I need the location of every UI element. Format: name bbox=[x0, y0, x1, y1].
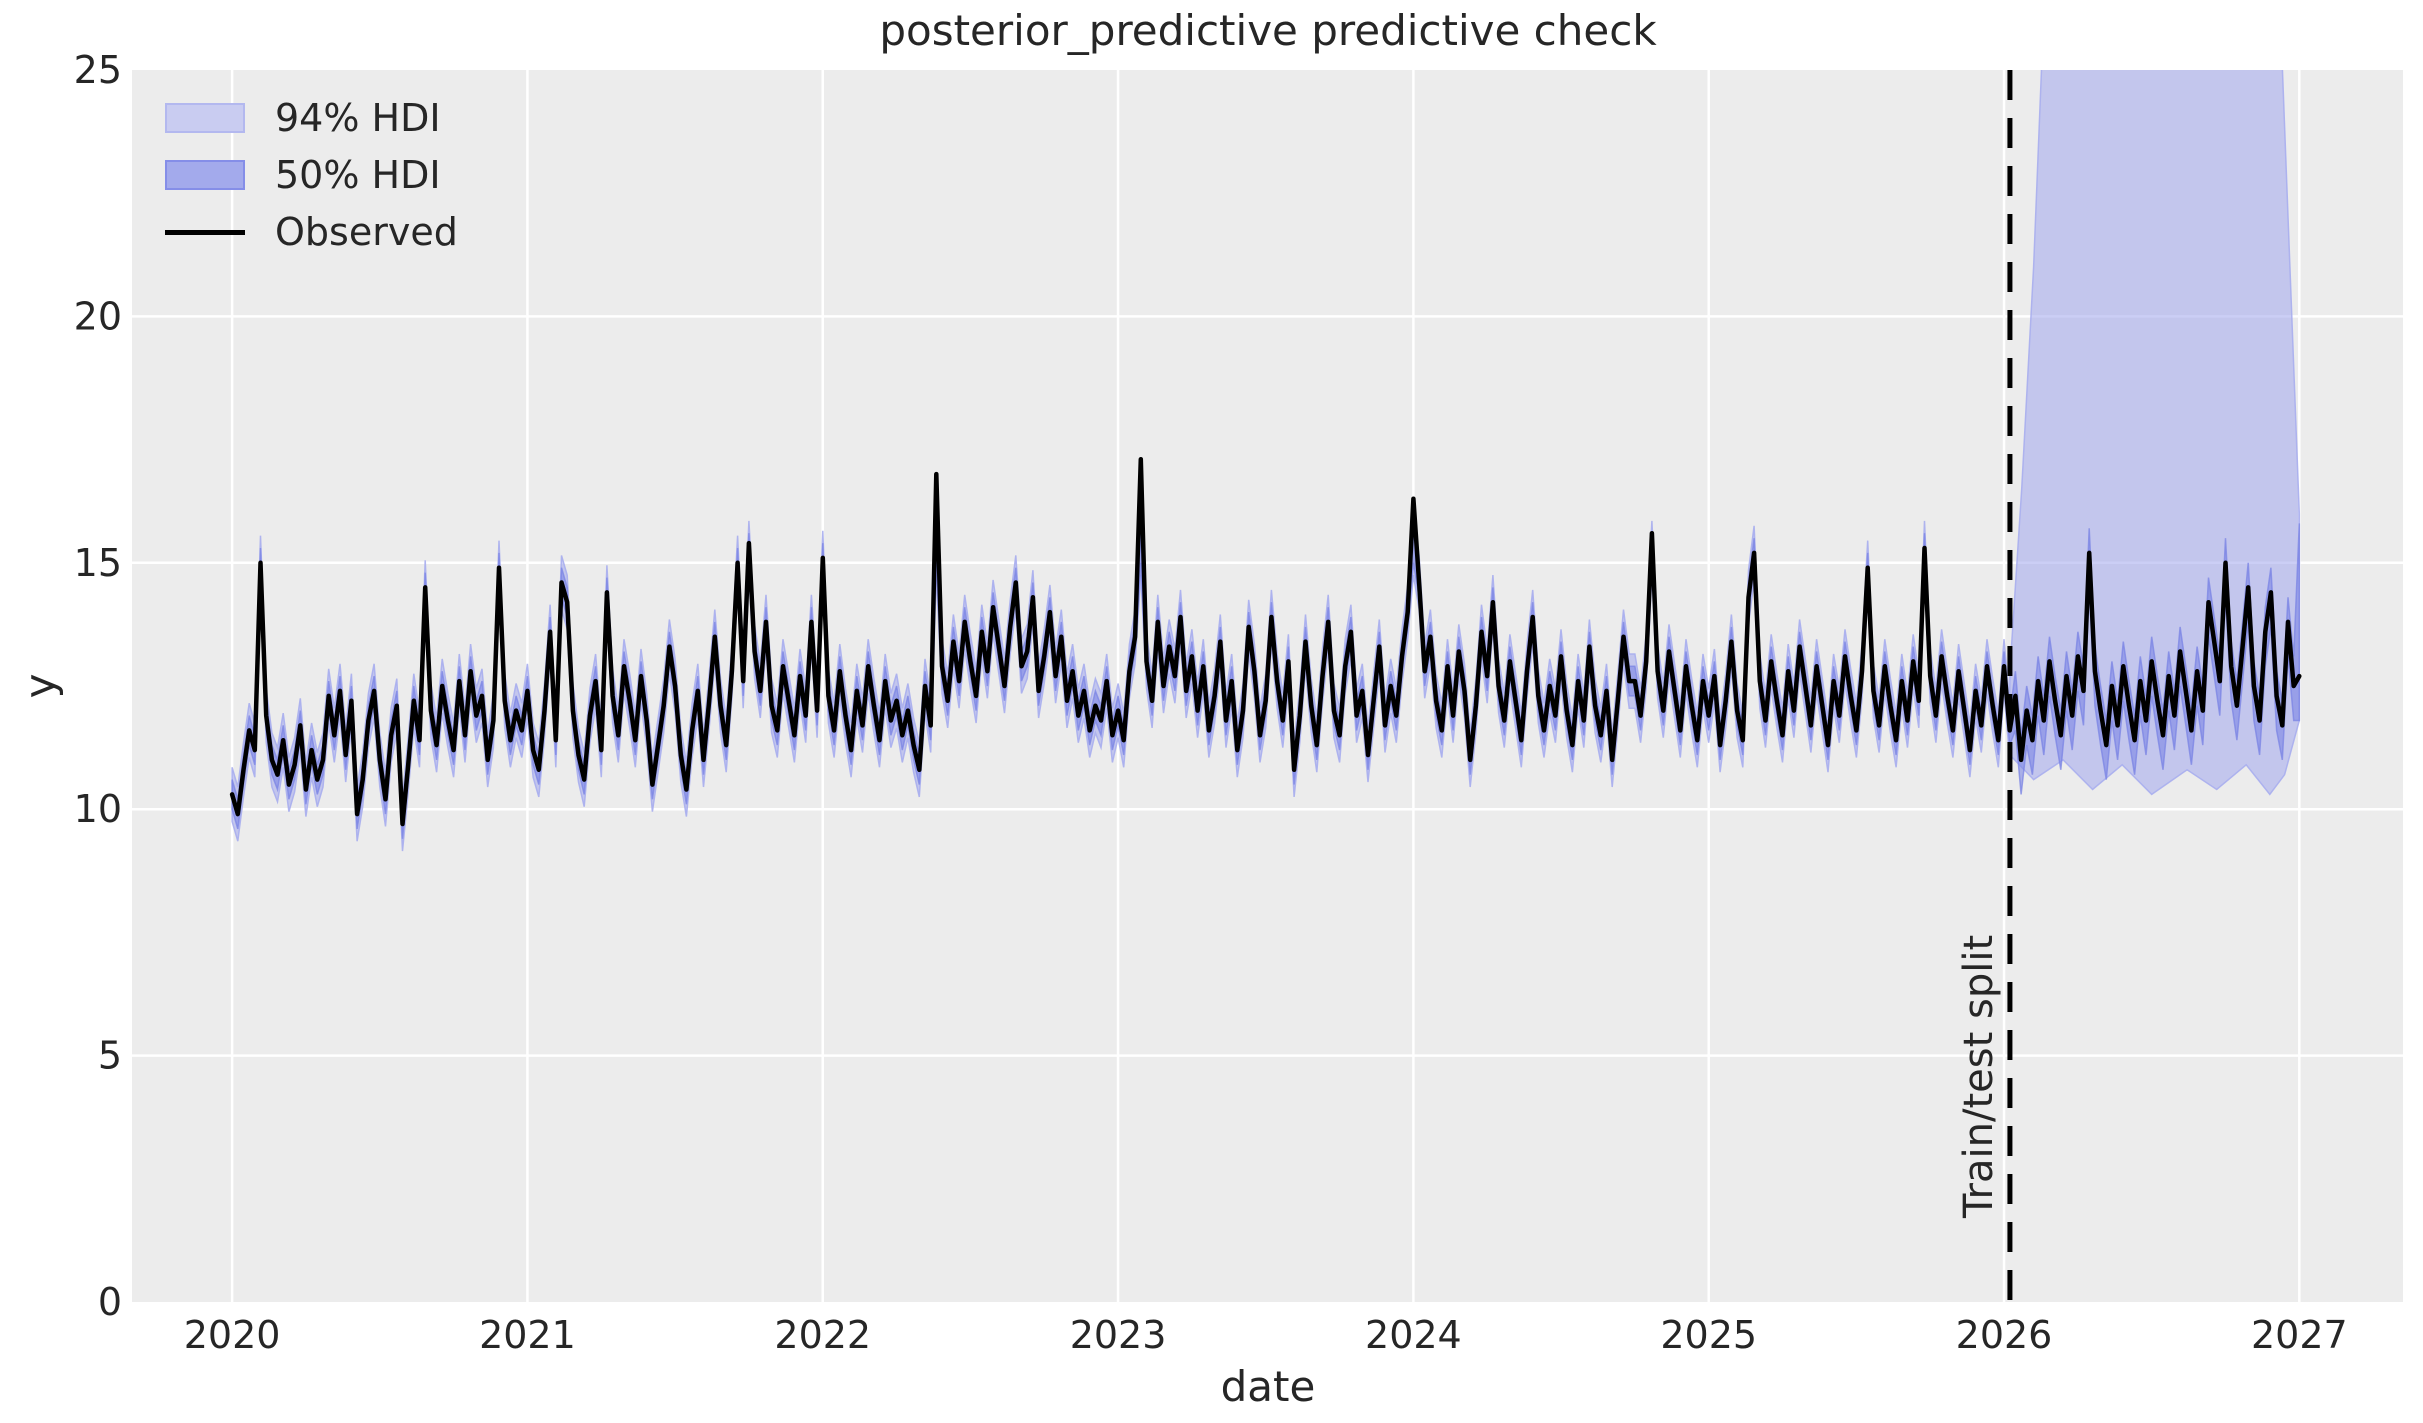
y-tick-label: 20 bbox=[74, 294, 122, 338]
legend: 94% HDI 50% HDI Observed bbox=[165, 96, 458, 254]
x-tick-label: 2025 bbox=[1660, 1313, 1757, 1357]
x-tick-label: 2027 bbox=[2251, 1313, 2348, 1357]
train-test-split-label: Train/test split bbox=[1956, 935, 2002, 1219]
observed-line-swatch-icon bbox=[165, 229, 245, 235]
y-tick-labels: 0 5 10 15 20 25 bbox=[74, 48, 122, 1324]
legend-item-94-hdi: 94% HDI bbox=[165, 96, 458, 140]
legend-label-50-hdi: 50% HDI bbox=[275, 153, 441, 197]
legend-item-observed: Observed bbox=[165, 210, 458, 254]
y-tick-label: 10 bbox=[74, 787, 122, 831]
x-tick-label: 2022 bbox=[774, 1313, 871, 1357]
hdi-50-swatch-icon bbox=[165, 160, 245, 190]
y-axis-label: y bbox=[15, 673, 65, 699]
hdi-94-swatch-icon bbox=[165, 103, 245, 133]
y-tick-label: 5 bbox=[98, 1034, 122, 1078]
y-tick-label: 25 bbox=[74, 48, 122, 92]
x-tick-labels: 2020 2021 2022 2023 2024 2025 2026 2027 bbox=[184, 1313, 2348, 1357]
y-tick-label: 0 bbox=[98, 1280, 122, 1324]
x-tick-label: 2020 bbox=[184, 1313, 281, 1357]
legend-item-50-hdi: 50% HDI bbox=[165, 153, 458, 197]
legend-label-94-hdi: 94% HDI bbox=[275, 96, 441, 140]
x-tick-label: 2024 bbox=[1365, 1313, 1462, 1357]
legend-label-observed: Observed bbox=[275, 210, 458, 254]
x-tick-label: 2021 bbox=[479, 1313, 576, 1357]
y-tick-label: 15 bbox=[74, 541, 122, 585]
x-tick-label: 2026 bbox=[1956, 1313, 2053, 1357]
x-axis-label: date bbox=[1220, 1362, 1316, 1411]
observed-line bbox=[229, 457, 2302, 827]
x-tick-label: 2023 bbox=[1070, 1313, 1167, 1357]
chart-title: posterior_predictive predictive check bbox=[879, 6, 1657, 55]
